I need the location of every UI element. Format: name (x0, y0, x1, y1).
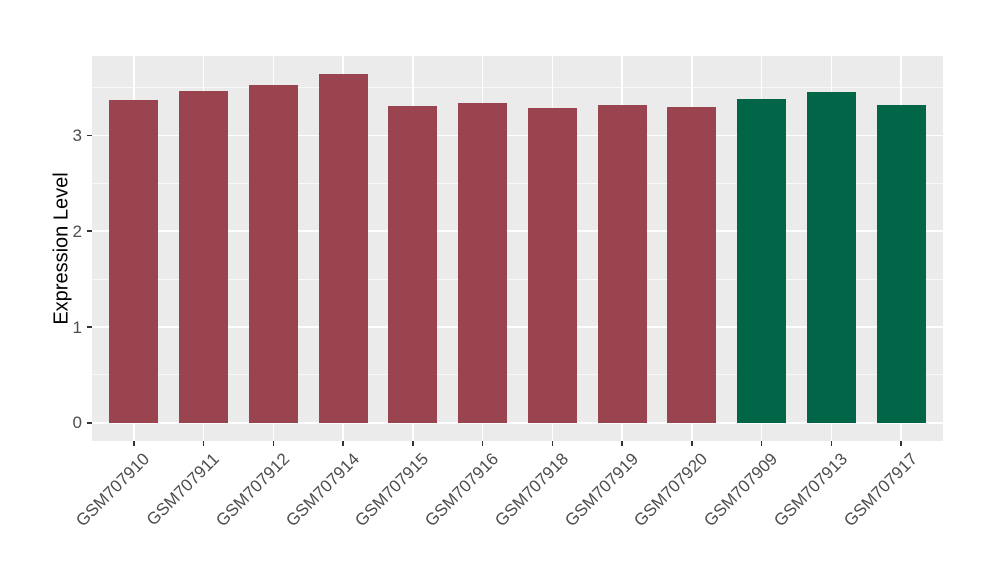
x-tick-mark (760, 441, 763, 446)
gridline-major-horizontal (92, 422, 943, 424)
x-tick-label: GSM707915 (351, 449, 433, 531)
x-tick-label: GSM707910 (72, 449, 154, 531)
gridline-minor-horizontal (92, 374, 943, 376)
bar-GSM707909 (737, 99, 787, 423)
x-tick-label: GSM707914 (281, 449, 363, 531)
bar-GSM707919 (597, 104, 647, 423)
bar-GSM707915 (388, 105, 438, 423)
gridline-minor-horizontal (92, 182, 943, 184)
bar-GSM707910 (109, 100, 159, 423)
x-tick-mark (830, 441, 833, 446)
y-tick-label: 2 (72, 221, 82, 241)
bar-GSM707913 (806, 92, 856, 423)
x-tick-mark (691, 441, 693, 446)
bar-GSM707918 (527, 107, 577, 423)
gridline-major-horizontal (92, 326, 943, 328)
gridline-minor-horizontal (92, 278, 943, 280)
bar-GSM707916 (458, 102, 508, 423)
x-tick-label: GSM707916 (421, 449, 503, 531)
y-tick-mark (87, 134, 92, 137)
y-tick-label: 0 (72, 413, 82, 433)
bar-GSM707917 (876, 104, 926, 423)
gridline-minor-horizontal (92, 87, 943, 89)
y-tick-label: 1 (72, 317, 82, 337)
x-tick-label: GSM707920 (630, 449, 712, 531)
y-axis-title-text: Expression Level (50, 172, 73, 325)
x-tick-mark (900, 441, 902, 446)
gridline-major-horizontal (92, 230, 943, 233)
bar-GSM707914 (318, 74, 368, 423)
x-tick-label: GSM707917 (839, 449, 921, 531)
y-tick-mark (87, 326, 92, 328)
x-tick-mark (202, 441, 205, 446)
x-tick-mark (481, 441, 484, 446)
y-tick-mark (87, 230, 92, 233)
x-tick-mark (621, 441, 623, 446)
bar-GSM707912 (248, 84, 298, 423)
x-tick-mark (272, 441, 275, 446)
x-tick-label: GSM707913 (770, 449, 852, 531)
x-tick-mark (551, 441, 554, 446)
bar-GSM707911 (179, 91, 228, 423)
y-axis-title: Expression Level (48, 56, 76, 441)
y-tick-mark (87, 422, 92, 424)
gridline-major-horizontal (92, 134, 943, 137)
x-tick-label: GSM707912 (212, 449, 294, 531)
x-tick-label: GSM707911 (143, 449, 224, 530)
x-tick-mark (133, 441, 135, 446)
x-tick-label: GSM707909 (700, 449, 782, 531)
bar-GSM707920 (667, 106, 717, 423)
x-tick-label: GSM707919 (560, 449, 642, 531)
x-tick-mark (412, 441, 414, 446)
x-tick-label: GSM707918 (491, 449, 573, 531)
plot-panel (92, 56, 943, 441)
y-tick-label: 3 (72, 125, 82, 145)
x-tick-mark (342, 441, 344, 446)
